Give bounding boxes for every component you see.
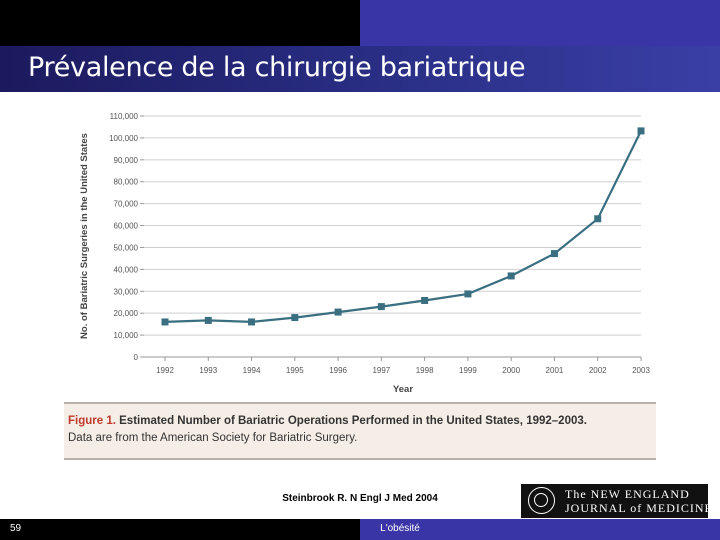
data-point <box>594 215 602 223</box>
x-tick-label: 1999 <box>459 366 477 375</box>
x-tick-label: 2003 <box>632 366 650 375</box>
x-tick-label: 2001 <box>546 366 564 375</box>
x-tick-label: 1996 <box>329 366 347 375</box>
y-tick-label: 10,000 <box>114 331 139 340</box>
data-markers <box>161 127 645 326</box>
y-tick-label: 20,000 <box>114 309 139 318</box>
top-band-right <box>360 0 720 46</box>
series-line <box>164 130 642 324</box>
y-tick-labels: 0 10,000 20,000 30,000 40,000 50,000 60,000 70,… <box>109 112 138 362</box>
slide-title: Prévalence de la chirurgie bariatrique <box>28 52 526 83</box>
data-point <box>248 318 256 326</box>
x-tick-label: 2000 <box>502 366 520 375</box>
y-tick-label: 0 <box>134 353 139 362</box>
x-tick-label: 1998 <box>416 366 434 375</box>
data-point <box>637 127 645 135</box>
footer-bar-right <box>360 519 720 540</box>
caption-line-2: Data are from the American Society for B… <box>68 432 358 444</box>
y-tick-label: 100,000 <box>109 134 138 143</box>
bariatric-surgeries-chart: 0 10,000 20,000 30,000 40,000 50,000 60,000 70,… <box>79 112 650 395</box>
caption-title: Estimated Number of Bariatric Operations… <box>119 415 587 427</box>
x-tick-labels: 1992 1993 1994 1995 1996 1997 1998 1999 2000 2001… <box>156 366 650 375</box>
top-band-left <box>0 0 360 46</box>
nejm-logo: The NEW ENGLAND JOURNAL of MEDICINE <box>521 484 712 518</box>
y-tick-label: 110,000 <box>110 112 139 121</box>
data-point <box>291 314 299 322</box>
x-tick-label: 1994 <box>243 366 261 375</box>
caption-line-1: Figure 1. Estimated Number of Bariatric … <box>68 413 656 430</box>
data-point <box>204 316 212 324</box>
y-tick-label: 30,000 <box>114 287 139 296</box>
figure-caption: Figure 1. Estimated Number of Bariatric … <box>64 402 656 460</box>
data-point <box>421 296 429 304</box>
data-point <box>334 308 342 316</box>
data-point <box>161 318 169 326</box>
footer-bar-left <box>0 519 360 540</box>
x-axis-label: Year <box>393 384 413 395</box>
nejm-seal-icon <box>528 487 555 514</box>
x-tick-label: 1993 <box>199 366 217 375</box>
y-tick-label: 70,000 <box>114 200 139 209</box>
title-band <box>0 46 720 92</box>
nejm-logo-line-1: The NEW ENGLAND <box>565 487 690 501</box>
data-point <box>377 303 385 311</box>
y-tick-label: 60,000 <box>114 222 139 231</box>
y-tick-label: 40,000 <box>114 265 139 274</box>
nejm-logo-line-2: JOURNAL of MEDICINE <box>565 501 713 515</box>
grid-layer <box>140 115 642 361</box>
y-tick-label: 50,000 <box>114 243 139 252</box>
data-point <box>550 250 558 258</box>
footer-title: L'obésité <box>380 523 420 534</box>
x-tick-label: 1992 <box>156 366 174 375</box>
source-citation: Steinbrook R. N Engl J Med 2004 <box>282 493 438 504</box>
x-tick-label: 1995 <box>286 366 304 375</box>
x-tick-label: 1997 <box>372 366 390 375</box>
data-point <box>464 290 472 298</box>
y-tick-label: 80,000 <box>114 178 139 187</box>
y-tick-label: 90,000 <box>114 156 139 165</box>
x-tick-label: 2002 <box>589 366 607 375</box>
y-axis-label: No. of Bariatric Surgeries in the United… <box>79 133 90 339</box>
caption-figure-label: Figure 1. <box>68 415 116 427</box>
slide-number: 59 <box>10 523 22 534</box>
data-point <box>507 272 515 280</box>
